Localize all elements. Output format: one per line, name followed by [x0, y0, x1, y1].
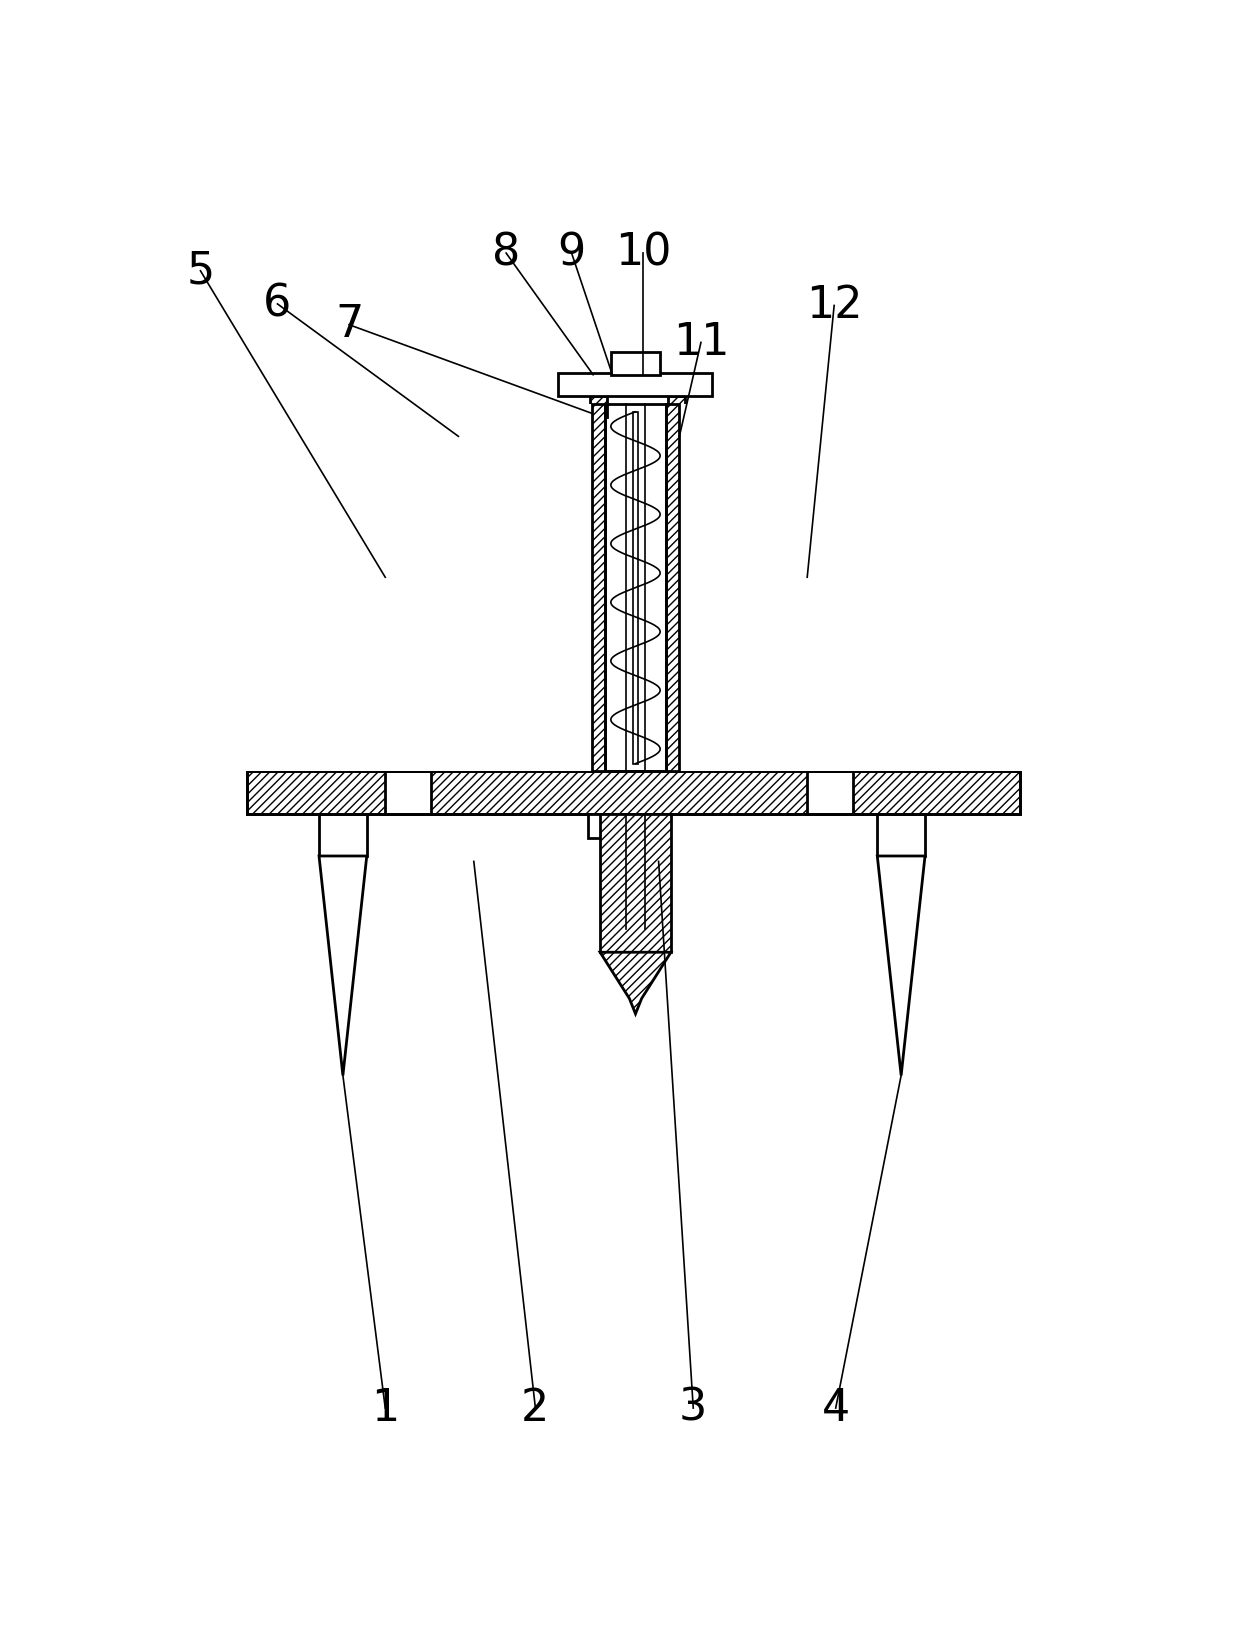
Bar [666, 404, 680, 771]
Bar [611, 352, 660, 376]
Bar [600, 814, 671, 952]
Bar [386, 771, 432, 814]
Bar [680, 423, 694, 448]
Text: 6: 6 [263, 282, 291, 326]
Bar [247, 771, 1021, 814]
Text: 8: 8 [492, 232, 521, 275]
Bar [591, 404, 605, 771]
Text: 3: 3 [680, 1387, 708, 1430]
Bar [807, 576, 853, 771]
Polygon shape [319, 856, 367, 1075]
Bar [386, 771, 432, 814]
Bar [600, 814, 671, 952]
Bar [588, 814, 601, 838]
Bar [591, 404, 605, 771]
Bar [590, 397, 608, 417]
Bar [591, 404, 605, 771]
Bar [577, 423, 591, 448]
Bar [666, 404, 680, 771]
Text: 7: 7 [335, 303, 363, 346]
Bar [386, 576, 432, 771]
Text: 4: 4 [822, 1387, 849, 1430]
Bar [247, 771, 1021, 814]
Text: 11: 11 [672, 321, 729, 364]
Bar [668, 397, 684, 417]
Bar [668, 397, 684, 417]
Text: 10: 10 [615, 232, 671, 275]
Bar [666, 404, 680, 771]
Bar [386, 576, 432, 771]
Text: 2: 2 [521, 1387, 549, 1430]
Bar [247, 771, 1021, 814]
Bar [159, 404, 605, 771]
Bar [558, 374, 713, 397]
Bar [651, 814, 665, 838]
Bar [605, 404, 666, 771]
Text: 9: 9 [558, 232, 585, 275]
Bar [459, 428, 591, 445]
Bar [590, 397, 608, 417]
Bar [605, 404, 666, 771]
Bar [807, 771, 853, 814]
Text: 12: 12 [806, 283, 863, 328]
Bar [634, 412, 637, 764]
Bar [591, 404, 605, 771]
Text: 5: 5 [186, 249, 215, 292]
Bar [666, 404, 1112, 771]
Polygon shape [877, 856, 925, 1075]
Bar [807, 576, 853, 771]
Polygon shape [600, 952, 671, 1015]
Bar [319, 814, 367, 856]
Bar [666, 404, 680, 771]
Text: 1: 1 [371, 1387, 399, 1430]
Bar [877, 814, 925, 856]
Bar [807, 771, 853, 814]
Bar [680, 428, 828, 445]
